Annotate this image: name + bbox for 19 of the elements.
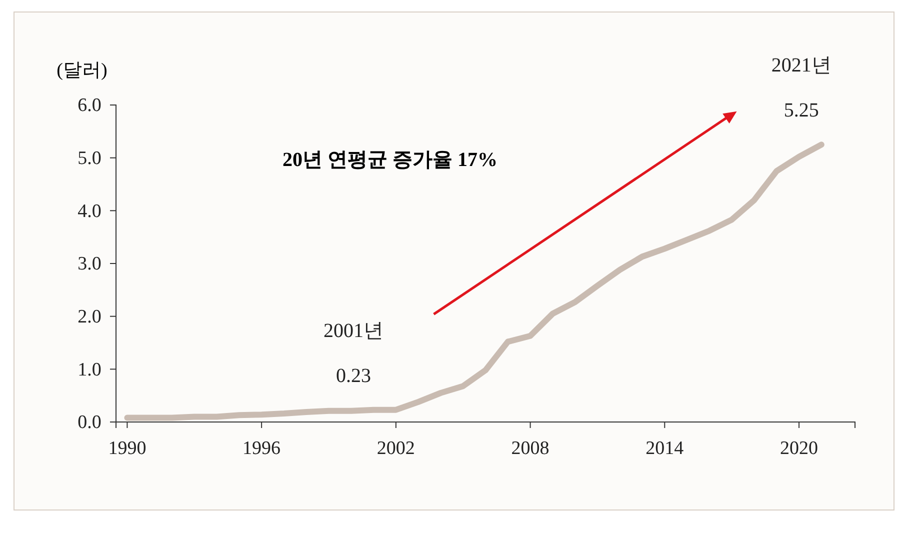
x-tick-label: 1990: [108, 438, 146, 459]
y-tick-label: 4.0: [78, 200, 102, 222]
x-tick-label: 2020: [780, 438, 818, 459]
y-tick-label: 2.0: [78, 306, 102, 328]
x-tick-label: 2008: [511, 438, 550, 459]
y-tick-label: 0.0: [78, 412, 102, 434]
x-tick-label: 2002: [376, 438, 415, 459]
y-tick-label: 5.0: [78, 148, 102, 169]
annotation: 20년 연평균 증가율 17%: [282, 149, 498, 171]
annotation: 2001년: [324, 320, 384, 342]
y-tick-label: 1.0: [78, 359, 102, 380]
y-axis-title: (달러): [56, 60, 108, 81]
annotation: 0.23: [336, 364, 372, 387]
text: 2021년: [771, 54, 832, 77]
annotation: 5.25: [784, 100, 819, 122]
y-tick-label: 6.0: [78, 95, 102, 116]
x-tick-label: 2014: [646, 438, 684, 459]
x-tick-label: 1996: [242, 438, 281, 459]
y-tick-label: 3.0: [78, 254, 102, 275]
